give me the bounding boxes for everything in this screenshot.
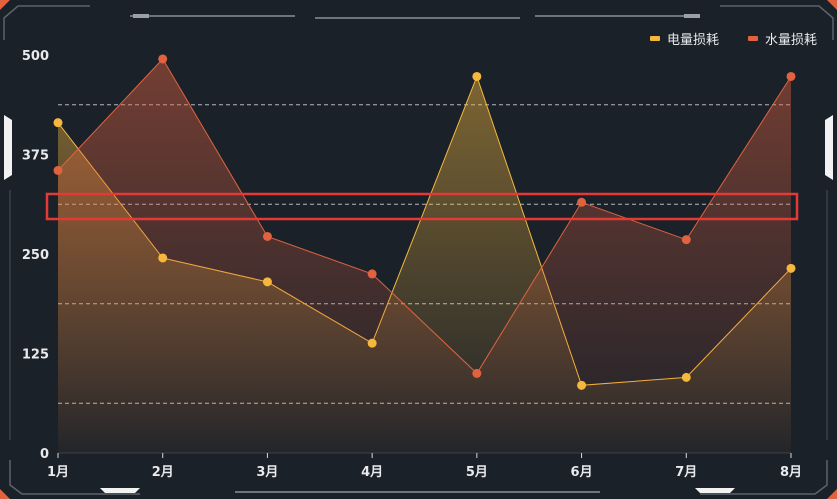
data-point-water[interactable] [472, 368, 482, 378]
x-tick-label: 6月 [571, 465, 593, 480]
frame-bottom-left [9, 460, 140, 495]
series-area [53, 54, 796, 453]
y-tick-label: 125 [22, 348, 49, 363]
y-tick-label: 250 [22, 248, 49, 263]
frame-decoration [3, 5, 834, 495]
y-tick-label: 500 [22, 49, 49, 64]
data-point-water[interactable] [681, 235, 691, 245]
series-line-water [57, 58, 792, 375]
frame-bottom-right [700, 460, 828, 495]
legend-swatch-water [748, 36, 758, 41]
legend-label-electric[interactable]: 电量损耗 [667, 33, 719, 48]
frame-bottom-right-accent [695, 488, 735, 493]
x-axis: 1月 2月 3月 4月 5月 6月 7月 8月 [47, 452, 802, 480]
y-tick-label: 0 [40, 447, 49, 462]
data-point-electric[interactable] [577, 380, 587, 390]
data-point-water[interactable] [786, 71, 796, 81]
x-tick-label: 8月 [780, 465, 802, 480]
y-tick-label: 375 [22, 149, 49, 164]
x-tick-label: 1月 [47, 465, 69, 480]
x-tick-label: 5月 [466, 465, 488, 480]
data-point-electric[interactable] [262, 277, 272, 287]
x-tick-label: 3月 [256, 465, 278, 480]
data-point-electric[interactable] [53, 118, 63, 128]
frame-corner-tl [0, 0, 10, 10]
data-point-electric[interactable] [472, 71, 482, 81]
data-point-electric[interactable] [681, 372, 691, 382]
frame-bottom-left-accent [100, 488, 140, 493]
data-point-water[interactable] [158, 54, 168, 64]
frame-corner-tr [827, 0, 837, 10]
series-area-water [58, 59, 791, 453]
y-axis: 0 125 250 375 500 [22, 49, 49, 462]
frame-right-tab [825, 115, 833, 180]
frame-top-accent-right [684, 14, 700, 18]
x-tick-label: 7月 [675, 465, 697, 480]
frame-corner-bl [0, 489, 10, 499]
frame-top-accent-left [133, 14, 149, 18]
data-point-electric[interactable] [158, 253, 168, 263]
legend-label-water[interactable]: 水量损耗 [765, 33, 817, 48]
frame-top-left [3, 5, 90, 40]
data-point-water[interactable] [367, 269, 377, 279]
frame-corner-br [827, 489, 837, 499]
data-point-electric[interactable] [367, 338, 377, 348]
legend-swatch-electric [650, 36, 660, 41]
x-tick-label: 4月 [361, 465, 383, 480]
frame-left-tab [4, 115, 12, 180]
legend[interactable]: 电量损耗 水量损耗 [650, 33, 817, 48]
data-point-water[interactable] [53, 165, 63, 175]
data-point-electric[interactable] [786, 263, 796, 273]
data-point-water[interactable] [577, 197, 587, 207]
data-point-water[interactable] [262, 231, 272, 241]
frame-top-right [720, 5, 834, 40]
x-tick-label: 2月 [152, 465, 174, 480]
highlight-box [45, 192, 799, 221]
